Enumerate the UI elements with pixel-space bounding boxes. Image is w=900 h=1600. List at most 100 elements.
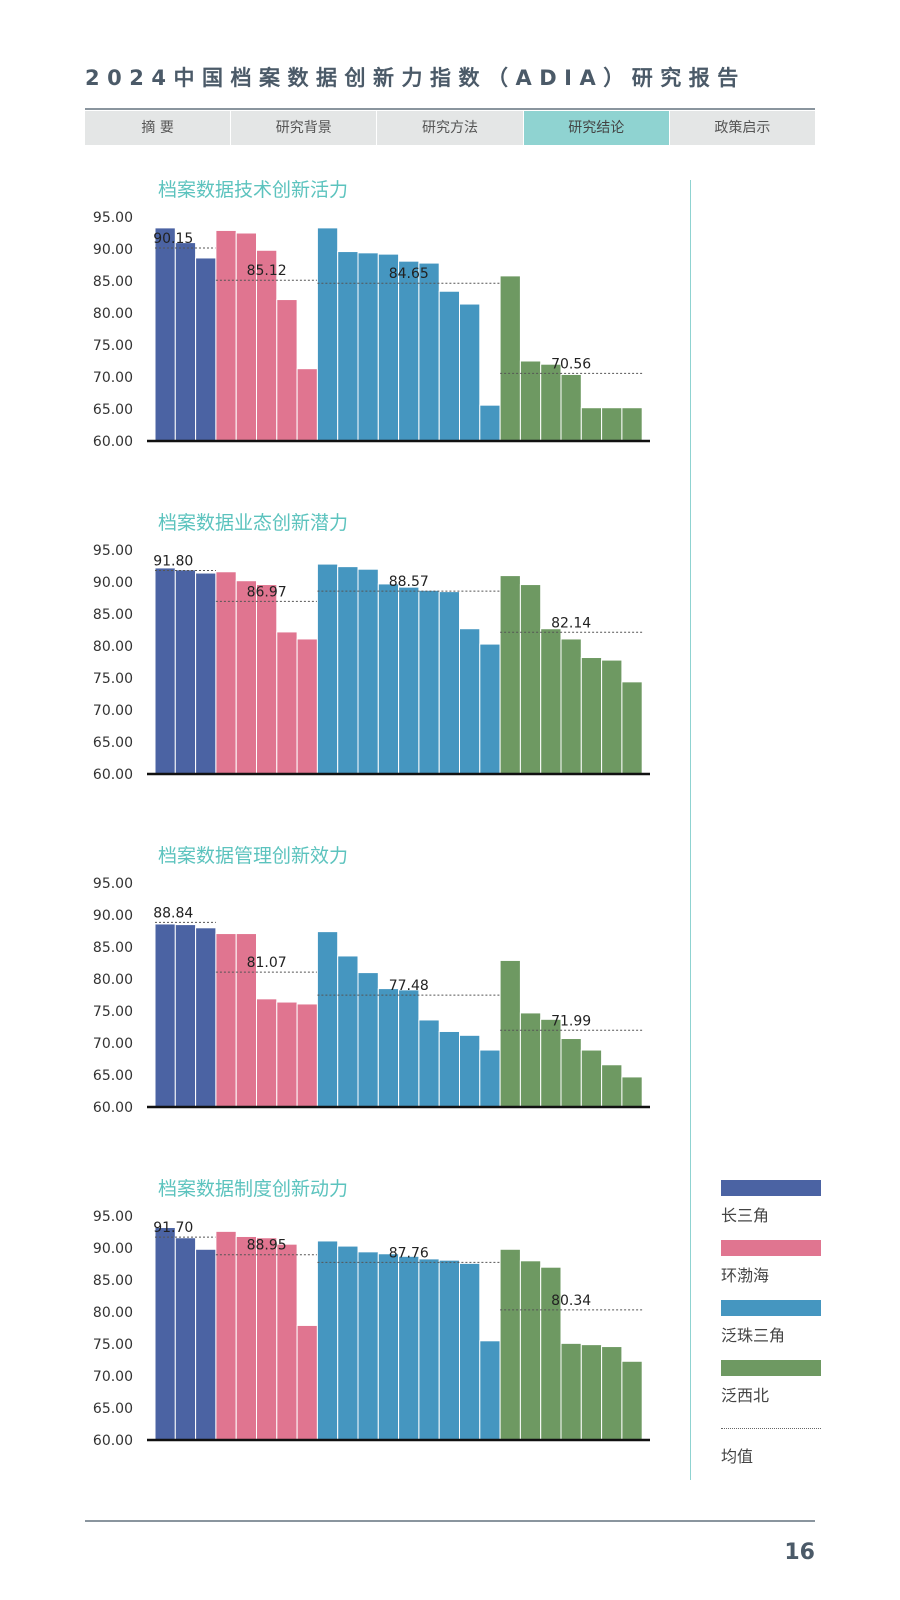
bar	[357, 252, 379, 442]
bar	[174, 924, 197, 1108]
y-tick-label: 60.00	[93, 1100, 133, 1116]
bar	[580, 657, 603, 775]
legend-label: 泛珠三角	[721, 1326, 786, 1345]
tab-summary[interactable]: 摘 要	[85, 111, 232, 145]
legend-average-line	[721, 1428, 821, 1429]
y-tick-label: 80.00	[93, 1305, 133, 1321]
legend-item-pearl: 泛珠三角	[721, 1300, 821, 1346]
legend-swatch	[721, 1300, 821, 1316]
bar	[276, 299, 298, 442]
y-tick-label: 75.00	[93, 671, 133, 687]
bar	[621, 1076, 643, 1108]
chart-title: 档案数据管理创新效力	[158, 845, 349, 867]
bar	[438, 1030, 461, 1108]
legend-label: 长三角	[721, 1206, 770, 1225]
average-label: 90.15	[153, 231, 193, 247]
bar	[154, 227, 176, 442]
tab-background[interactable]: 研究背景	[231, 111, 378, 145]
bar	[479, 1049, 501, 1108]
y-tick-label: 75.00	[93, 1337, 133, 1353]
y-tick-label: 65.00	[93, 1401, 133, 1417]
bar	[296, 368, 318, 442]
bar	[337, 1245, 359, 1441]
y-tick-label: 85.00	[93, 940, 133, 956]
bar	[377, 1253, 400, 1441]
y-tick-label: 70.00	[93, 370, 133, 386]
y-tick-label: 95.00	[93, 210, 133, 226]
chart-title: 档案数据业态创新潜力	[158, 512, 349, 534]
vertical-divider	[690, 180, 691, 1480]
bar	[580, 407, 603, 442]
chart-canvas: 95.00 90.00 85.00 80.00 75.00 70.00 65.00 60.00…	[93, 543, 650, 783]
charts-column: 档案数据技术创新活力 95.00 90.00 85.00 80.00 75.00 70.0…	[85, 175, 695, 1500]
average-label: 70.56	[551, 356, 591, 372]
legend-swatch	[721, 1180, 821, 1196]
legend-swatch	[721, 1240, 821, 1256]
legend-label: 环渤海	[721, 1266, 770, 1285]
average-label: 88.95	[247, 1238, 287, 1254]
bar	[601, 407, 623, 442]
y-tick-label: 60.00	[93, 434, 133, 450]
bar	[418, 1019, 440, 1108]
legend-item-northwest: 泛西北	[721, 1360, 821, 1406]
bar	[621, 681, 643, 775]
bar	[580, 1049, 603, 1108]
bar	[357, 972, 379, 1108]
bar	[357, 1251, 379, 1441]
y-tick-label: 75.00	[93, 338, 133, 354]
average-label: 91.80	[153, 553, 193, 569]
bar	[195, 1248, 217, 1441]
average-label: 87.76	[389, 1245, 429, 1261]
average-label: 91.70	[153, 1220, 193, 1236]
bar	[499, 575, 521, 775]
bar	[418, 262, 440, 442]
bar	[154, 1227, 176, 1441]
bar	[398, 1255, 420, 1441]
y-tick-label: 65.00	[93, 402, 133, 418]
y-tick-label: 90.00	[93, 1241, 133, 1257]
bar	[235, 1235, 257, 1441]
y-tick-label: 80.00	[93, 306, 133, 322]
bar	[438, 290, 461, 442]
bar	[519, 1012, 542, 1108]
tab-conclusions[interactable]: 研究结论	[523, 111, 670, 145]
bar	[519, 584, 542, 775]
average-label: 88.84	[153, 905, 193, 921]
chart-title: 档案数据制度创新动力	[158, 1178, 349, 1200]
bar	[316, 931, 339, 1108]
chart-canvas: 95.00 90.00 85.00 80.00 75.00 70.00 65.00 60.00…	[93, 210, 650, 450]
average-label: 82.14	[551, 615, 591, 631]
bar	[601, 1346, 623, 1441]
bar	[418, 1258, 440, 1441]
bar	[560, 1342, 582, 1441]
y-tick-label: 90.00	[93, 575, 133, 591]
page-number: 16	[784, 1540, 815, 1565]
y-tick-label: 80.00	[93, 972, 133, 988]
bar	[418, 589, 440, 775]
tab-policy[interactable]: 政策启示	[669, 111, 816, 145]
bar	[459, 303, 481, 442]
bar	[377, 988, 400, 1108]
bar	[479, 404, 501, 442]
y-tick-label: 90.00	[93, 908, 133, 924]
y-tick-label: 60.00	[93, 1433, 133, 1449]
bar	[601, 659, 623, 775]
legend-item-yangtze: 长三角	[721, 1180, 821, 1226]
tab-methods[interactable]: 研究方法	[377, 111, 524, 145]
bar	[316, 563, 339, 775]
bar	[337, 251, 359, 442]
bar	[560, 1038, 582, 1108]
y-tick-label: 90.00	[93, 242, 133, 258]
y-tick-label: 85.00	[93, 607, 133, 623]
bar	[621, 407, 643, 442]
bar	[174, 569, 197, 775]
bar	[459, 1034, 481, 1108]
y-tick-label: 85.00	[93, 1273, 133, 1289]
y-tick-label: 95.00	[93, 876, 133, 892]
bar	[337, 955, 359, 1108]
bar	[479, 643, 501, 775]
average-label: 85.12	[247, 263, 287, 279]
bar	[235, 580, 257, 775]
bar	[540, 1018, 562, 1108]
bar	[398, 260, 420, 442]
